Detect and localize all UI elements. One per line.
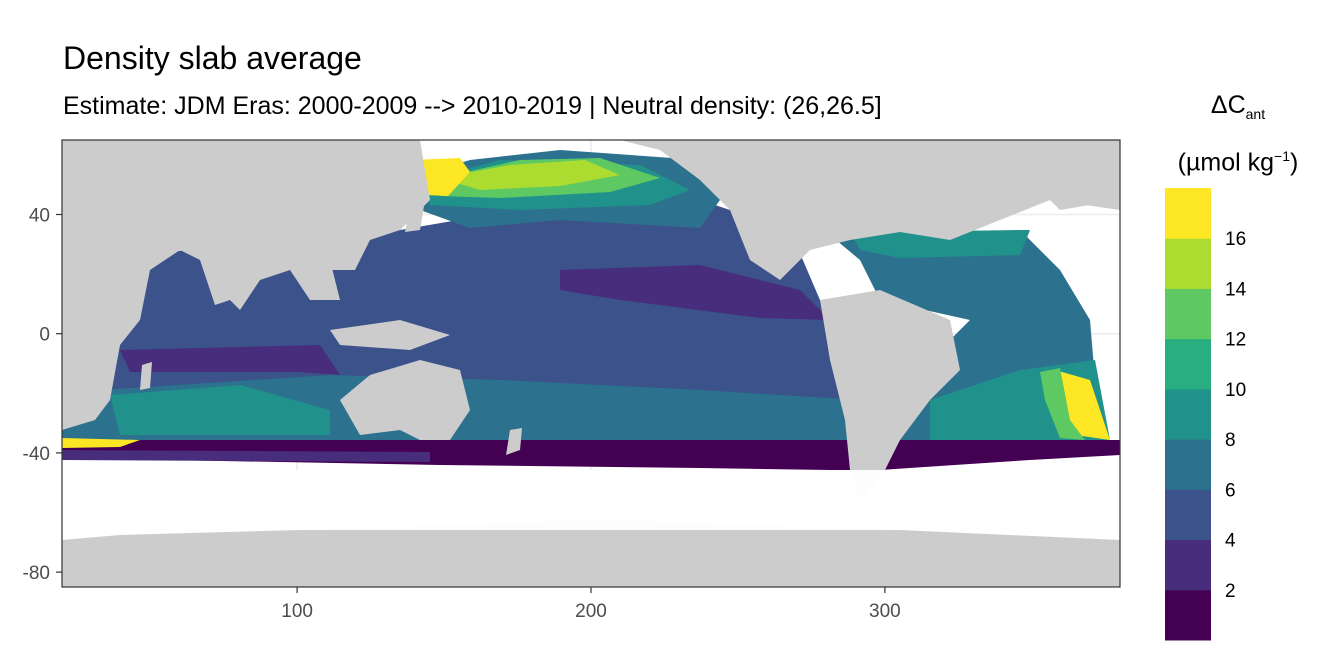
y-tick-label: 0: [39, 325, 50, 346]
legend-label: 14: [1225, 279, 1247, 300]
ocean-region-south-indian-cyan: [110, 385, 330, 435]
legend-key-14: [1165, 288, 1211, 340]
y-tick-label: 40: [29, 206, 50, 227]
ocean-region-north-pacific-lime: [440, 160, 620, 190]
land-australia: [340, 360, 470, 440]
land-masses: [62, 140, 1120, 587]
y-tick-label: -80: [23, 563, 50, 584]
legend-unit-superscript: −1: [1274, 148, 1290, 164]
ocean-region-indian-purple: [120, 345, 340, 375]
legend-title: ΔCant (µmol kg−1): [1156, 84, 1320, 183]
land-antarctica: [62, 520, 1120, 587]
x-tick-label: 100: [281, 601, 313, 622]
land-new-zealand: [506, 428, 522, 455]
legend-key-16: [1165, 238, 1211, 289]
land-greenland: [1000, 140, 1120, 210]
land-india: [200, 260, 240, 305]
legend-label: 4: [1225, 531, 1236, 552]
land-east-asia: [330, 140, 430, 270]
chart-title: Density slab average: [63, 40, 362, 76]
legend-unit-suffix: ): [1290, 148, 1299, 177]
legend-key-18: [1165, 188, 1211, 239]
land-japan: [405, 200, 425, 232]
legend-label: 16: [1225, 229, 1246, 250]
legend-label: 6: [1225, 480, 1236, 501]
legend-symbol-subscript: ant: [1245, 106, 1266, 122]
nodata-band-antarctic: [62, 470, 1120, 530]
legend-key-6: [1165, 489, 1211, 541]
ocean-region-south-atlantic-high: [1055, 370, 1110, 440]
y-tick-label: -40: [23, 444, 50, 465]
land-north-america: [620, 140, 1120, 280]
legend-key-12: [1165, 338, 1211, 390]
land-south-america: [820, 290, 960, 500]
legend-key-4: [1165, 539, 1211, 591]
ocean-region-southern-ocean-purple: [62, 450, 430, 462]
x-tick-label: 300: [869, 601, 901, 622]
legend-key-8: [1165, 439, 1211, 490]
legend-label: 12: [1225, 330, 1246, 351]
legend-unit-prefix: (µmol kg: [1177, 148, 1275, 177]
ocean-region-equatorial-purple: [560, 265, 830, 320]
legend-label: 8: [1225, 430, 1236, 451]
map-panel: [62, 140, 1120, 587]
x-tick-label: 200: [575, 601, 607, 622]
legend-key-2: [1165, 589, 1211, 641]
ocean-region-north-atlantic-cyan: [850, 230, 1030, 258]
land-indonesia: [330, 320, 450, 350]
ocean-region-south-atlantic-green: [1040, 368, 1085, 440]
legend-colorbar: 2 4 6 8 10 12 14 16: [1165, 188, 1247, 641]
legend-label: 10: [1225, 380, 1246, 401]
land-madagascar: [140, 362, 152, 390]
legend-label: 2: [1225, 581, 1236, 602]
chart-subtitle: Estimate: JDM Eras: 2000-2009 --> 2010-2…: [63, 92, 882, 120]
legend-symbol: ΔC: [1210, 91, 1246, 119]
legend-key-10: [1165, 388, 1211, 440]
ocean-region-agulhas-yellow: [62, 438, 140, 448]
